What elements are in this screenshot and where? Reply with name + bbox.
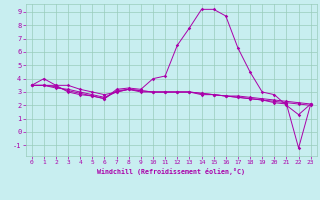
X-axis label: Windchill (Refroidissement éolien,°C): Windchill (Refroidissement éolien,°C): [97, 168, 245, 175]
